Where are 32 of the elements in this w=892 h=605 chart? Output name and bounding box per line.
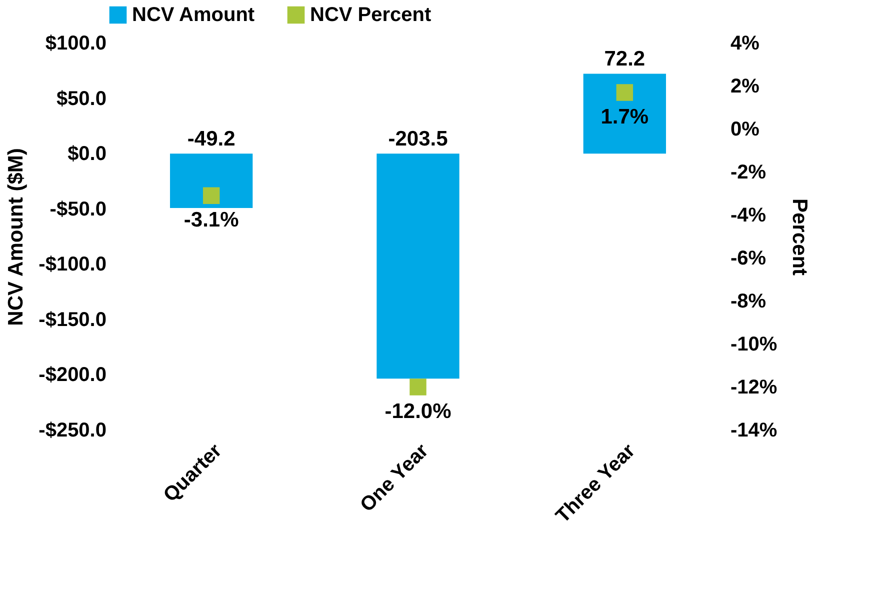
y2-tick-label: 0%: [730, 118, 760, 140]
y2-tick-label: -10%: [730, 334, 778, 356]
y-tick-label: $50.0: [56, 88, 106, 110]
data-label: -203.5: [388, 128, 448, 151]
data-label: -3.1%: [184, 208, 240, 232]
data-label: 72.2: [604, 48, 646, 71]
y-tick-label: -$250.0: [38, 420, 106, 442]
point: [616, 84, 634, 101]
y2-tick-label: 4%: [730, 32, 760, 54]
point: [410, 378, 426, 396]
y2-tick-label: -12%: [730, 376, 778, 398]
point: [202, 187, 220, 204]
y2-tick-label: -14%: [730, 420, 778, 442]
legend-label: NCV Amount: [132, 4, 255, 26]
y2-tick-label: -8%: [730, 290, 766, 312]
y-tick-label: -$150.0: [38, 308, 106, 331]
legend-label: NCV Percent: [310, 4, 432, 26]
y2-axis-title: Percent: [788, 198, 812, 276]
data-label: 1.7%: [600, 105, 649, 128]
y2-tick-label: 2%: [730, 76, 760, 98]
y-tick-label: -$200.0: [38, 364, 106, 386]
y-tick-label: -$100.0: [38, 254, 106, 276]
y2-tick-label: -2%: [730, 162, 766, 184]
y-axis-title: NCV Amount ($M): [4, 148, 28, 326]
y-tick-label: $100.0: [45, 32, 106, 54]
x-tick-label: One Year: [356, 440, 433, 516]
y2-tick-label: -6%: [730, 248, 766, 270]
data-label: -12.0%: [384, 400, 452, 423]
data-label: -49.2: [187, 128, 236, 151]
y-tick-label: $0.0: [68, 143, 106, 166]
y2-tick-label: -4%: [730, 204, 766, 226]
y-tick-label: -$50.0: [50, 198, 106, 220]
